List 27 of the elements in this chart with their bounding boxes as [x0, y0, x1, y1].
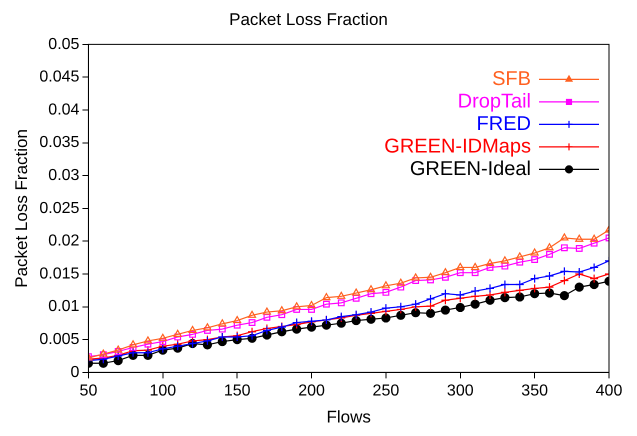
- x-tick-label: 400: [596, 382, 622, 400]
- y-tick-label: 0.03: [48, 167, 80, 184]
- y-tick-label: 0.02: [48, 232, 80, 250]
- legend-label: GREEN-Ideal: [410, 158, 531, 180]
- x-tick-label: 150: [224, 382, 251, 400]
- y-tick-label: 0.005: [39, 331, 80, 348]
- y-axis-title: Packet Loss Fraction: [12, 129, 31, 288]
- y-tick-label: 0.015: [39, 265, 80, 282]
- legend-label: DropTail: [458, 90, 531, 112]
- y-tick-label: 0: [70, 364, 80, 381]
- legend-label: FRED: [476, 112, 531, 135]
- x-axis-title: Flows: [326, 407, 371, 426]
- y-tick-label: 0.035: [39, 134, 80, 152]
- legend-label: SFB: [492, 68, 531, 90]
- legend-label: GREEN-IDMaps: [384, 135, 531, 158]
- x-tick-label: 200: [298, 382, 325, 400]
- chart-title: Packet Loss Fraction: [229, 10, 388, 29]
- y-tick-label: 0.045: [39, 68, 80, 86]
- x-tick-label: 250: [372, 382, 400, 400]
- x-tick-label: 350: [521, 382, 548, 400]
- y-tick-label: 0.05: [48, 36, 80, 53]
- y-tick-label: 0.025: [39, 200, 80, 217]
- x-tick-label: 50: [80, 382, 98, 400]
- x-tick-label: 300: [446, 382, 474, 400]
- y-tick-label: 0.04: [48, 101, 80, 118]
- x-tick-label: 100: [149, 382, 176, 400]
- y-tick-label: 0.01: [48, 298, 80, 316]
